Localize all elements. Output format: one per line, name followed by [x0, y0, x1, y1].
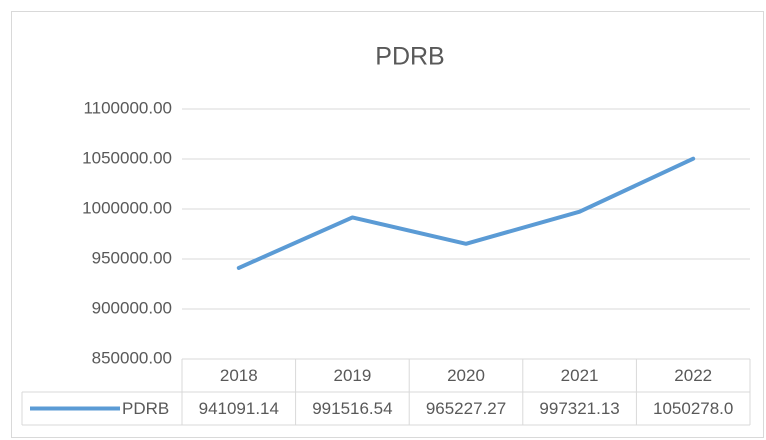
x-tick-label: 2021	[561, 366, 599, 385]
y-tick-label: 850000.00	[92, 348, 172, 367]
table-value: 997321.13	[539, 399, 619, 418]
x-tick-label: 2020	[447, 366, 485, 385]
y-tick-label: 1000000.00	[82, 198, 172, 217]
x-tick-label: 2018	[220, 366, 258, 385]
chart-title: PDRB	[375, 43, 444, 71]
y-tick-label: 1100000.00	[83, 98, 172, 117]
x-tick-label: 2022	[674, 366, 712, 385]
table-value: 991516.54	[312, 399, 392, 418]
table-value: 941091.14	[199, 399, 279, 418]
x-tick-label: 2019	[333, 366, 371, 385]
table-value: 965227.27	[426, 399, 506, 418]
y-tick-label: 900000.00	[92, 298, 172, 317]
legend-label: PDRB	[122, 399, 169, 418]
line-series	[236, 156, 696, 270]
y-tick-label: 1050000.00	[82, 148, 172, 167]
y-tick-label: 950000.00	[92, 248, 172, 267]
table-value: 1050278.0	[653, 399, 733, 418]
